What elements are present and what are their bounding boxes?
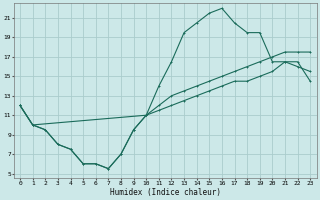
X-axis label: Humidex (Indice chaleur): Humidex (Indice chaleur) bbox=[110, 188, 220, 197]
